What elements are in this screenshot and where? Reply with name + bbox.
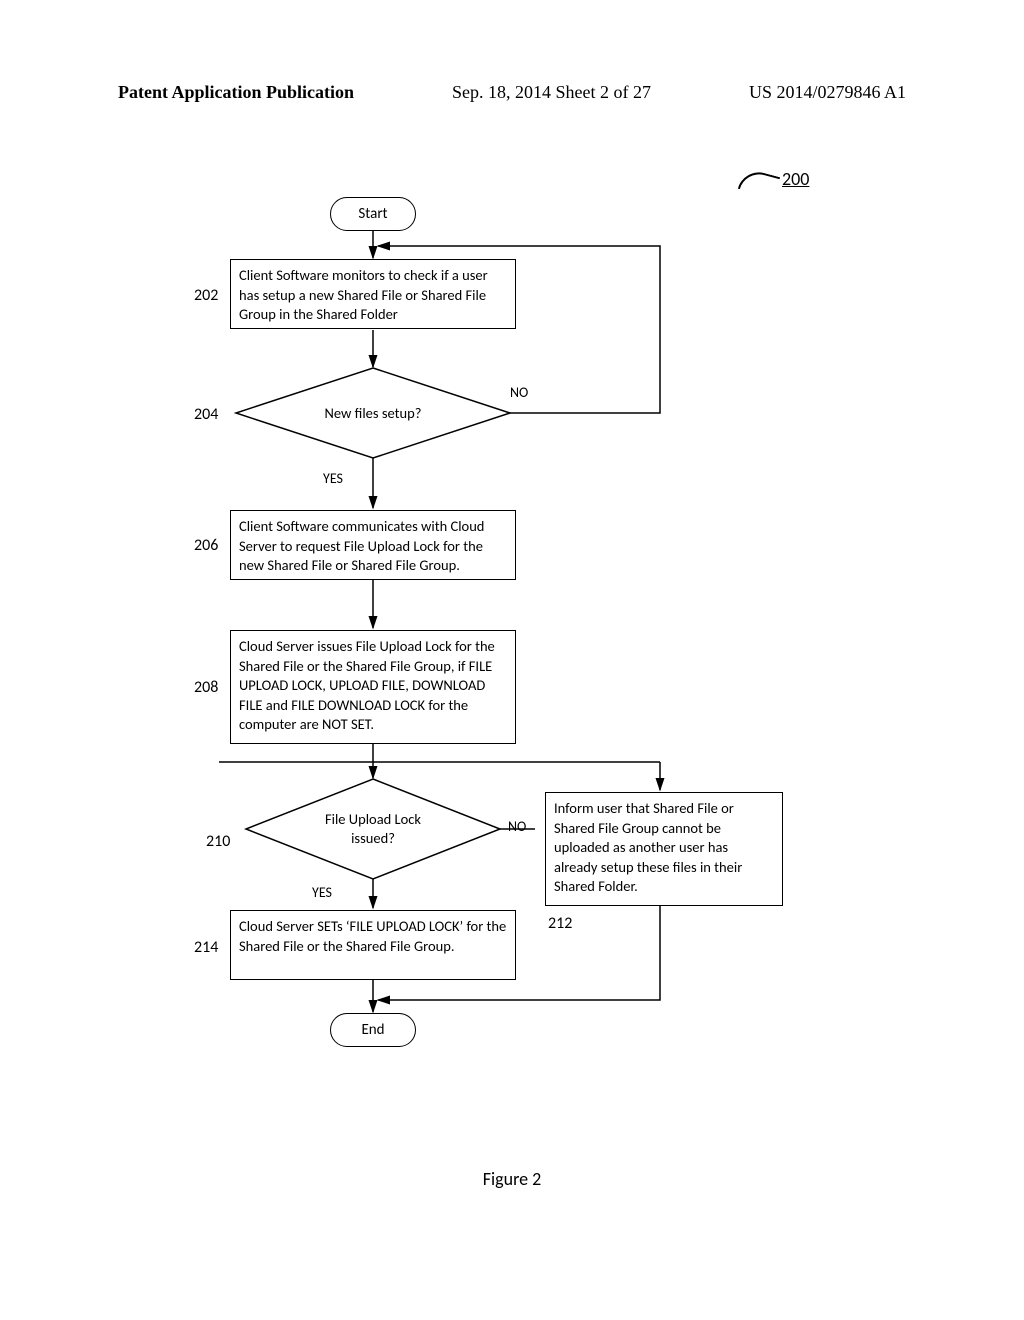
edge-210-no: NO	[508, 818, 526, 835]
terminal-end-label: End	[361, 1021, 384, 1039]
decision-204-text: New files setup?	[300, 404, 446, 423]
process-202-text: Client Software monitors to check if a u…	[239, 266, 488, 323]
process-212: Inform user that Shared File or Shared F…	[545, 792, 783, 906]
ref-208: 208	[194, 678, 218, 697]
terminal-start-label: Start	[358, 205, 387, 223]
process-214: Cloud Server SETs ‘FILE UPLOAD LOCK’ for…	[230, 910, 516, 980]
process-208: Cloud Server issues File Upload Lock for…	[230, 630, 516, 744]
process-202: Client Software monitors to check if a u…	[230, 259, 516, 329]
terminal-end: End	[330, 1013, 416, 1047]
edge-204-yes: YES	[323, 470, 343, 487]
ref-214: 214	[194, 938, 218, 957]
process-212-text: Inform user that Shared File or Shared F…	[554, 799, 742, 895]
terminal-start: Start	[330, 197, 416, 231]
edge-210-yes: YES	[312, 884, 332, 901]
process-208-text: Cloud Server issues File Upload Lock for…	[239, 637, 495, 733]
process-214-text: Cloud Server SETs ‘FILE UPLOAD LOCK’ for…	[239, 917, 506, 955]
edge-204-no: NO	[510, 384, 528, 401]
ref-210: 210	[206, 832, 230, 851]
decision-210-text: File Upload Lock issued?	[310, 810, 436, 848]
ref-206: 206	[194, 536, 218, 555]
ref-204: 204	[194, 405, 218, 424]
process-206-text: Client Software communicates with Cloud …	[239, 517, 484, 574]
ref-202: 202	[194, 286, 218, 305]
figure-caption: Figure 2	[0, 1168, 1024, 1190]
ref-212: 212	[548, 914, 572, 933]
process-206: Client Software communicates with Cloud …	[230, 510, 516, 580]
